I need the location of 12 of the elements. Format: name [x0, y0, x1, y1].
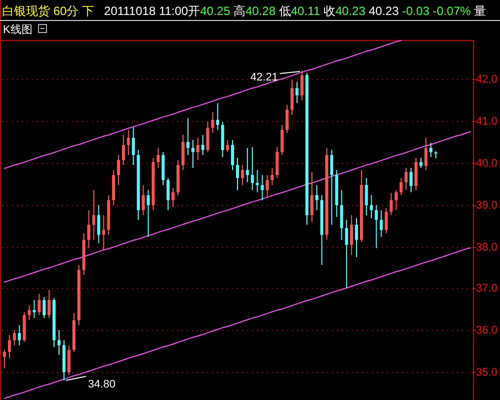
- annotation: 34.80: [88, 378, 116, 390]
- annotation: 42.21: [250, 72, 278, 84]
- y-tick-label: 42.0: [476, 74, 498, 86]
- y-tick-label: 39.0: [476, 200, 498, 212]
- y-tick-label: 38.0: [476, 242, 498, 254]
- header: 白银现货 60分 下 20111018 11:00开40.25 高40.28 低40.11 收40.23 40.23 -0.03 -0.07% 量: [0, 4, 500, 21]
- y-tick-label: 35.0: [476, 366, 498, 378]
- y-tick-label: 37.0: [476, 282, 498, 294]
- chart-title: 白银现货 60分 下: [2, 4, 94, 18]
- y-tick-label: 40.0: [476, 158, 498, 170]
- y-tick-label: 36.0: [476, 324, 498, 336]
- y-tick-label: 41.0: [476, 116, 498, 128]
